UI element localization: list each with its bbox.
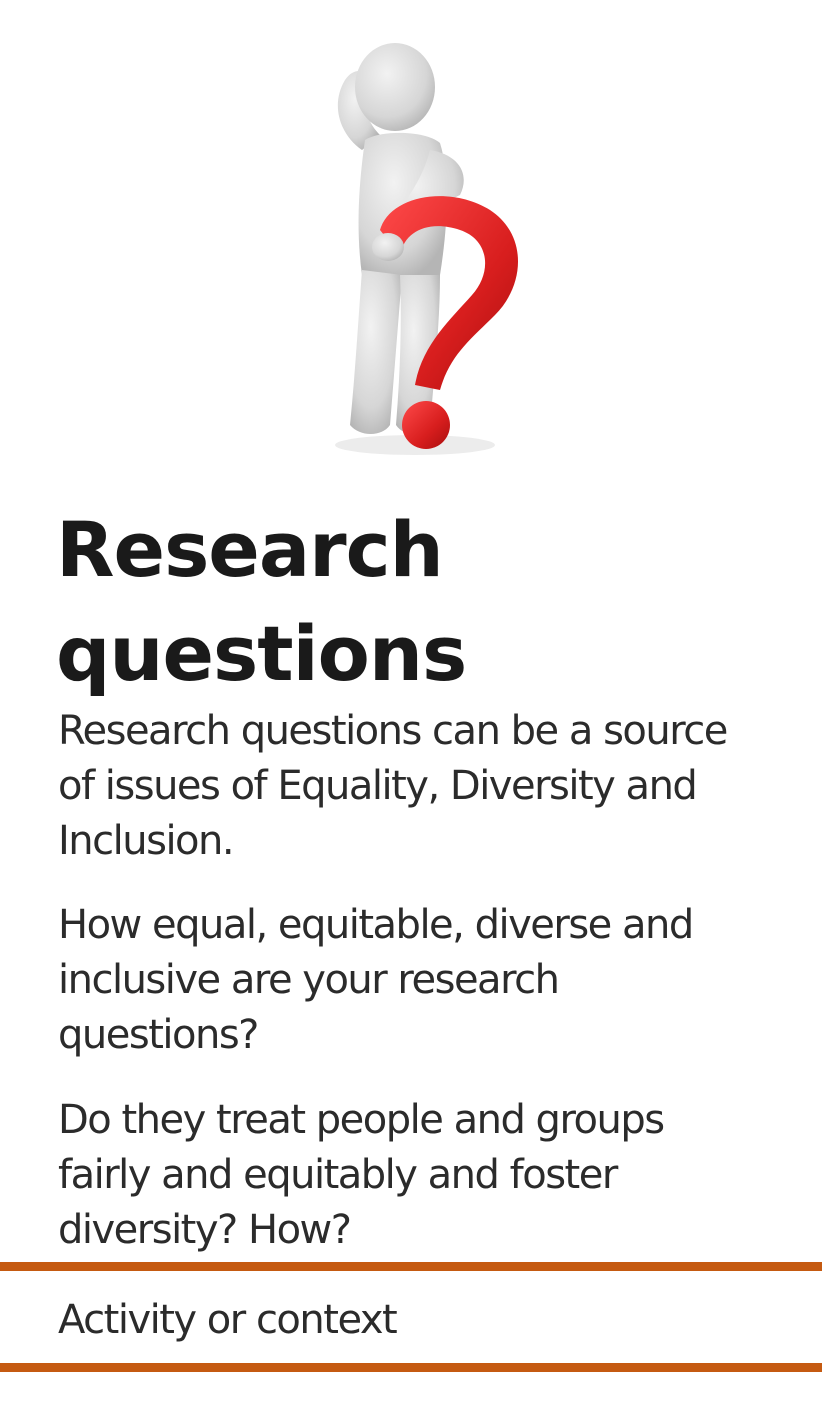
page-title: Research questions [56, 505, 467, 698]
person-with-question-mark-icon [300, 25, 540, 465]
paragraph-intro: Research questions can be a source of is… [58, 708, 728, 864]
divider-bottom [0, 1363, 822, 1372]
paragraph-question-fairness: Do they treat people and groups fairly a… [58, 1097, 665, 1253]
activity-label: Activity or context [58, 1297, 398, 1343]
paragraph-question-equality: How equal, equitable, diverse and inclus… [58, 902, 694, 1058]
divider-top [0, 1262, 822, 1271]
